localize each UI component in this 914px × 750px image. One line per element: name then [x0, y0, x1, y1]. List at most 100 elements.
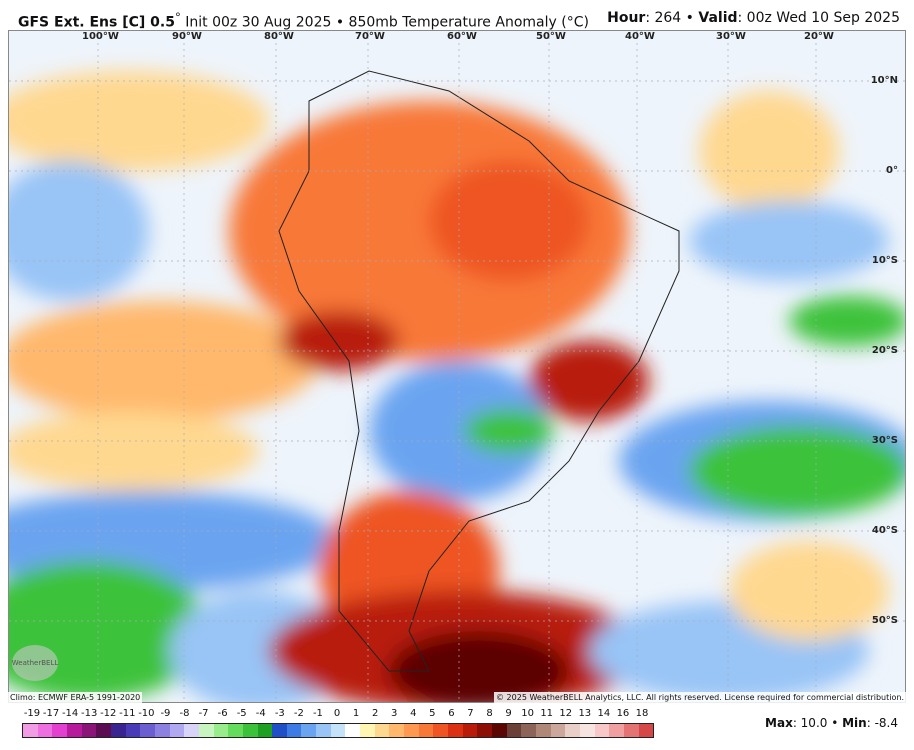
colorbar-labels: -19 -17 -14 -13 -12 -11 -10 -9 -8 -7 -6 -5 -4 -3 -2 -1 0…: [22, 708, 652, 720]
min-label: Min: [842, 716, 867, 730]
lat-label: 50°S: [871, 615, 898, 626]
colorbar-tick-label: 4: [410, 708, 417, 719]
colorbar-tick-label: -10: [138, 708, 155, 719]
lon-label: 50°W: [536, 31, 566, 42]
colorbar-tick-label: 9: [505, 708, 512, 719]
valid-label: Valid: [698, 10, 738, 26]
max-min-readout: Max: 10.0 • Min: -8.4: [765, 716, 898, 730]
climo-note: Climo: ECMWF ERA-5 1991-2020: [8, 692, 143, 703]
colorbar-swatch: [345, 724, 361, 737]
colorbar-swatch: [462, 724, 478, 737]
colorbar-swatch: [521, 724, 536, 737]
colorbar-tick-label: 11: [540, 708, 554, 719]
colorbar-swatch: [418, 724, 434, 737]
model-name: GFS Ext. Ens [C] 0.5: [18, 14, 175, 31]
colorbar-swatch: [623, 724, 639, 737]
colorbar-tick-label: -6: [217, 708, 228, 719]
colorbar-swatch: [154, 724, 170, 737]
colorbar-swatch: [242, 724, 258, 737]
colorbar-swatch: [535, 724, 551, 737]
colorbar-tick-label: -11: [119, 708, 136, 719]
colorbar-tick-label: -14: [61, 708, 79, 719]
colorbar-swatch: [140, 724, 155, 737]
max-value: : 10.0 •: [792, 716, 843, 730]
colorbar-swatch: [492, 724, 507, 737]
colorbar-swatch: [66, 724, 82, 737]
lat-label: 20°S: [871, 345, 898, 356]
colorbar-swatch: [638, 724, 654, 737]
lon-label: 80°W: [264, 31, 294, 42]
colorbar-swatch: [565, 724, 580, 737]
anomaly-field: [9, 31, 905, 702]
colorbar-swatch: [594, 724, 610, 737]
colorbar-swatch: [52, 724, 67, 737]
colorbar-swatch: [184, 724, 199, 737]
colorbar-tick-label: -19: [23, 708, 41, 719]
lon-label: 40°W: [625, 31, 655, 42]
lon-label: 90°W: [172, 31, 202, 42]
colorbar-swatch: [110, 724, 126, 737]
colorbar-swatch: [330, 724, 346, 737]
colorbar-tick-label: 8: [486, 708, 493, 719]
valid-info: Hour: 264 • Valid: 00z Wed 10 Sep 2025: [607, 10, 900, 26]
colorbar-swatch: [23, 724, 38, 737]
lat-label: 0°: [886, 165, 898, 176]
hour-value: : 264 •: [645, 10, 699, 26]
colorbar-tick-label: -3: [274, 708, 285, 719]
colorbar-tick-label: 12: [559, 708, 573, 719]
lon-label: 30°W: [716, 31, 746, 42]
colorbar-swatch: [579, 724, 595, 737]
weatherbell-logo: WeatherBELL: [12, 645, 58, 681]
colorbar-tick-label: 3: [391, 708, 398, 719]
copyright-note: © 2025 WeatherBELL Analytics, LLC. All r…: [494, 692, 906, 703]
colorbar-tick-label: 2: [371, 708, 379, 719]
min-value: : -8.4: [866, 716, 898, 730]
colorbar-swatch: [360, 724, 375, 737]
colorbar-swatch: [37, 724, 53, 737]
colorbar-tick-label: -1: [312, 708, 323, 719]
colorbar-tick-label: -2: [293, 708, 304, 719]
colorbar-tick-label: 0: [333, 708, 341, 719]
colorbar-tick-label: -12: [100, 708, 117, 719]
colorbar: [22, 723, 654, 738]
colorbar-tick-label: 10: [521, 708, 534, 719]
lat-label: 10°N: [870, 75, 898, 86]
colorbar-swatch: [257, 724, 273, 737]
colorbar-tick-label: 1: [352, 708, 360, 719]
colorbar-swatch: [550, 724, 566, 737]
colorbar-swatch: [433, 724, 449, 737]
colorbar-swatch: [81, 724, 97, 737]
lon-label: 100°W: [82, 31, 119, 42]
colorbar-swatch: [169, 724, 185, 737]
colorbar-tick-label: 16: [616, 708, 630, 719]
colorbar-tick-label: -7: [198, 708, 209, 719]
colorbar-tick-label: -13: [81, 708, 98, 719]
colorbar-tick-label: -9: [160, 708, 171, 719]
colorbar-tick-label: -17: [42, 708, 60, 719]
colorbar-swatch: [213, 724, 229, 737]
colorbar-swatch: [96, 724, 111, 737]
max-label: Max: [765, 716, 793, 730]
lon-label: 70°W: [355, 31, 385, 42]
colorbar-tick-label: 5: [429, 708, 436, 719]
colorbar-swatch: [374, 724, 390, 737]
colorbar-swatch: [286, 724, 302, 737]
valid-value: : 00z Wed 10 Sep 2025: [737, 10, 900, 26]
colorbar-tick-label: 14: [597, 708, 611, 719]
colorbar-tick-label: -8: [179, 708, 190, 719]
colorbar-swatch: [272, 724, 287, 737]
lat-label: 10°S: [871, 255, 898, 266]
init-info: Init 00z 30 Aug 2025 • 850mb Temperature…: [180, 14, 589, 31]
colorbar-tick-label: 13: [578, 708, 592, 719]
colorbar-tick-label: 7: [467, 708, 474, 719]
colorbar-swatch: [389, 724, 405, 737]
colorbar-swatch: [316, 724, 331, 737]
colorbar-swatch: [404, 724, 419, 737]
colorbar-tick-label: -5: [236, 708, 247, 719]
colorbar-swatch: [125, 724, 141, 737]
colorbar-tick-label: 18: [635, 708, 649, 719]
lat-label: 40°S: [871, 525, 898, 536]
colorbar-swatch: [477, 724, 492, 737]
degree-mark: °: [174, 10, 181, 24]
map-title: GFS Ext. Ens [C] 0.5° Init 00z 30 Aug 20…: [18, 10, 589, 31]
